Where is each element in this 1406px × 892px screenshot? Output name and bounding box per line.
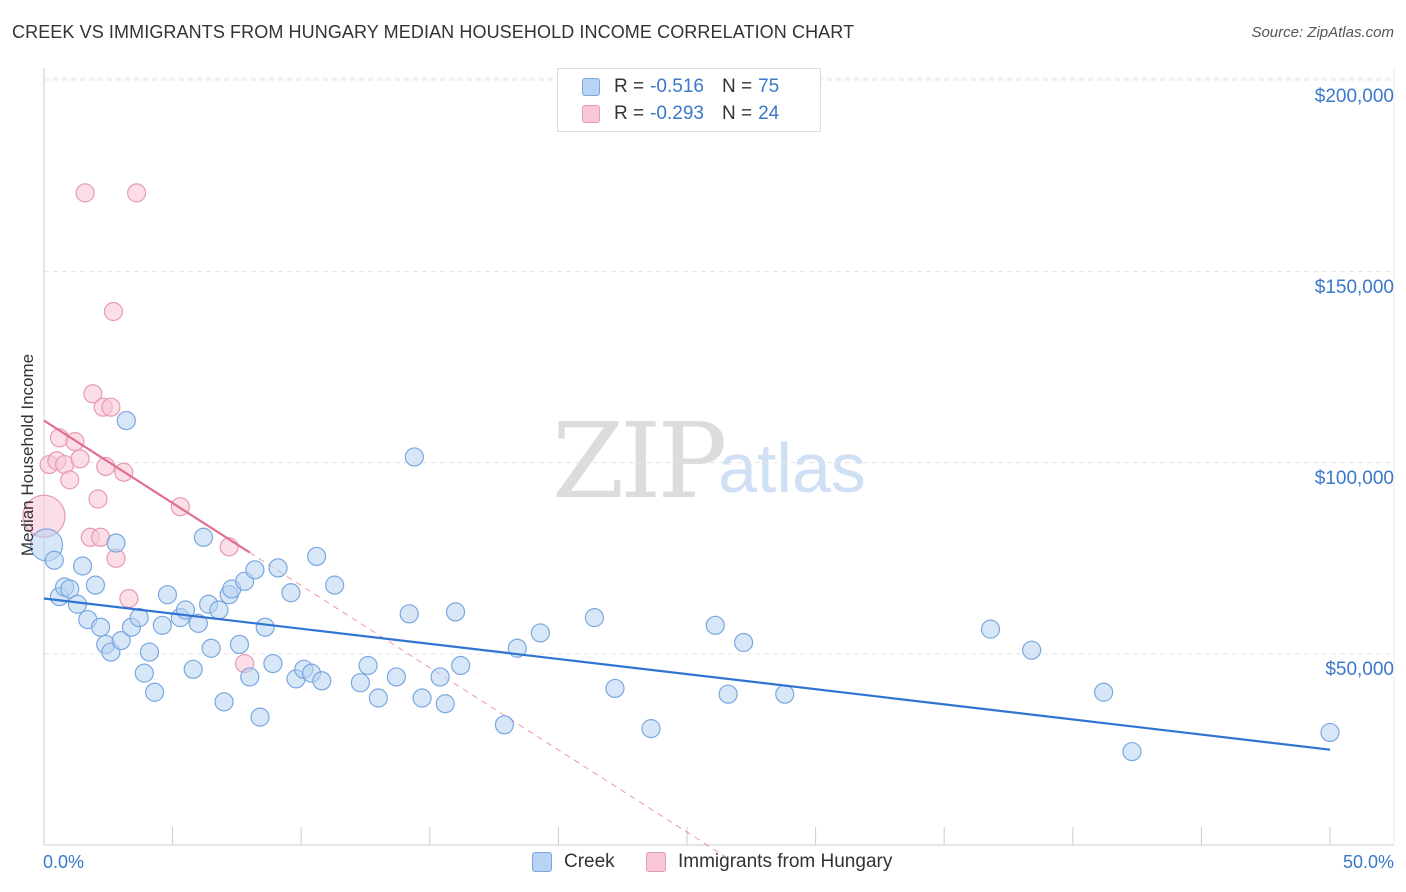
creek-point [72, 556, 93, 576]
creek-point [183, 659, 203, 679]
creek-point [250, 707, 270, 727]
hungary-swatch [646, 852, 666, 872]
creek-swatch [532, 852, 552, 872]
x-tick-label: 50.0% [1342, 852, 1394, 872]
hungary-point [70, 449, 90, 469]
creek-point [358, 655, 378, 676]
legend-label: Creek [564, 851, 615, 872]
hungary-point [119, 588, 139, 609]
creek-point [157, 585, 178, 605]
creek-point [494, 715, 514, 735]
creek-point [325, 575, 345, 595]
creek-point [209, 600, 229, 620]
creek-point [1320, 722, 1340, 743]
creek-point [350, 673, 370, 693]
creek-point [152, 615, 172, 635]
creek-point [530, 623, 550, 643]
creek-point [255, 617, 275, 637]
y-tick-label: $50,000 [1325, 659, 1394, 680]
source-label: Source: ZipAtlas.com [1251, 24, 1394, 41]
hungary-point [88, 489, 108, 509]
creek-point [193, 527, 214, 547]
legend-item-creek[interactable]: Creek [532, 851, 615, 873]
hungary-point [75, 183, 95, 203]
creek-point [445, 602, 466, 622]
n-value: 75 [758, 76, 780, 97]
creek-point [214, 692, 234, 712]
hungary-point [101, 397, 121, 417]
creek-point [641, 719, 661, 739]
n-label: N = [721, 103, 753, 124]
creek-point [307, 546, 327, 567]
chart-title: CREEK VS IMMIGRANTS FROM HUNGARY MEDIAN … [12, 22, 855, 42]
creek-swatch [582, 78, 600, 96]
creek-point [188, 613, 208, 633]
watermark-atlas: atlas [718, 429, 866, 507]
creek-point [263, 653, 283, 674]
creek-point [312, 671, 332, 691]
creek-point [718, 684, 738, 704]
creek-point [386, 667, 406, 687]
creek-point [111, 631, 131, 651]
creek-point [705, 615, 725, 635]
creek-point [44, 550, 64, 570]
creek-point [404, 447, 424, 467]
creek-point [1122, 741, 1142, 762]
creek-trend-line [43, 597, 1331, 751]
creek-point [116, 410, 136, 431]
n-label: N = [721, 76, 753, 97]
legend-row-creek: R = -0.516 N = 75 [582, 75, 779, 99]
creek-point [229, 634, 250, 655]
hungary-point [60, 470, 80, 490]
hungary-point [103, 301, 124, 322]
y-tick-label: $200,000 [1314, 86, 1394, 107]
creek-point [139, 642, 160, 662]
y-axis-label: Median Household Income [18, 353, 37, 557]
r-value: -0.516 [650, 76, 704, 97]
y-tick-label: $100,000 [1314, 468, 1394, 489]
creek-point [368, 688, 388, 708]
y-tick-label: $150,000 [1314, 277, 1394, 298]
creek-point [980, 619, 1001, 639]
r-label: R = [614, 76, 645, 97]
creek-point [144, 682, 165, 702]
series-legend: Creek Immigrants from Hungary [0, 851, 1406, 877]
creek-point [268, 558, 288, 578]
creek-point [451, 655, 471, 676]
x-tick-label: 0.0% [43, 852, 85, 872]
creek-point [430, 667, 450, 687]
hungary-trend-extension [249, 552, 726, 858]
legend-item-hungary[interactable]: Immigrants from Hungary [646, 851, 892, 873]
creek-point [399, 604, 419, 624]
creek-point [60, 579, 80, 599]
legend-row-hungary: R = -0.293 N = 24 [582, 102, 779, 126]
creek-point [733, 632, 754, 653]
creek-point [240, 667, 260, 687]
creek-point [435, 694, 455, 714]
r-value: -0.293 [650, 103, 704, 124]
creek-point [775, 684, 795, 704]
creek-point [245, 560, 265, 580]
creek-point [90, 617, 111, 637]
creek-point [584, 608, 605, 628]
hungary-point [83, 384, 103, 404]
creek-point [1022, 640, 1042, 660]
creek-point [412, 688, 432, 708]
hungary-point [126, 183, 147, 203]
creek-point [605, 678, 625, 699]
stats-legend: R = -0.516 N = 75 R = -0.293 N = 24 [557, 68, 821, 132]
creek-point [1094, 682, 1114, 702]
creek-point [85, 575, 106, 595]
r-label: R = [614, 103, 645, 124]
creek-point [106, 533, 126, 553]
n-value: 24 [758, 103, 780, 124]
hungary-swatch [582, 105, 600, 123]
creek-point [134, 663, 154, 683]
hungary-trend-line [43, 419, 251, 554]
watermark-zip: ZIP [552, 400, 727, 522]
legend-label: Immigrants from Hungary [678, 851, 893, 872]
creek-point [281, 583, 301, 603]
creek-point [201, 638, 221, 658]
